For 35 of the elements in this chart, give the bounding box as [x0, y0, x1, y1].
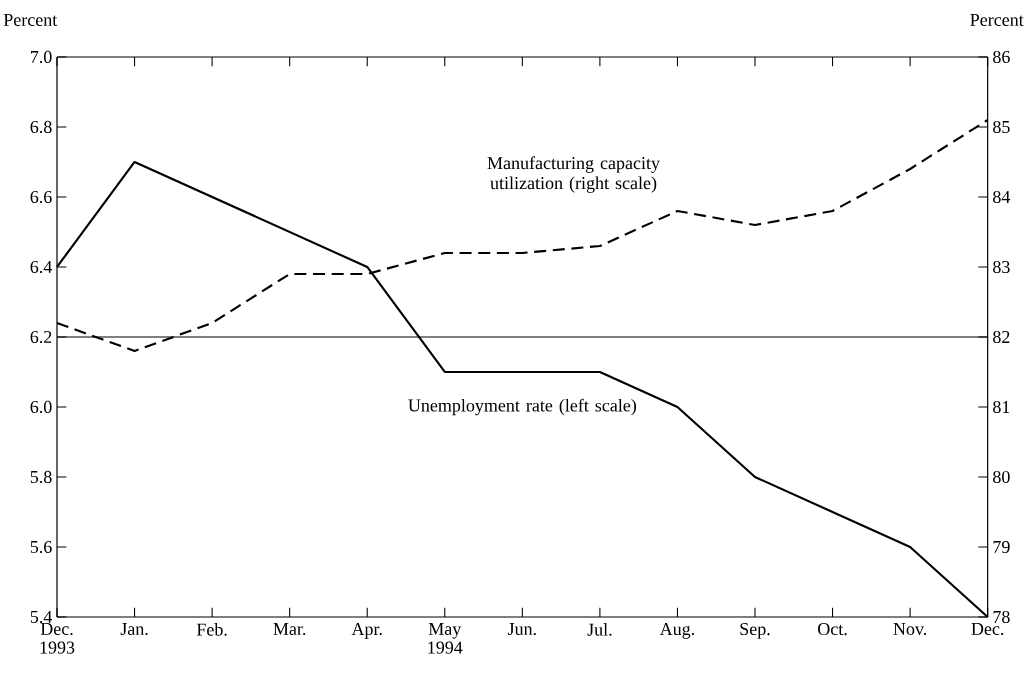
y2-tick-label: 85: [993, 120, 1010, 134]
y2-tick-label: 78: [993, 610, 1010, 624]
x-tick-label: Oct.: [818, 623, 847, 636]
y-tick-label: 6.0: [30, 400, 52, 414]
x-tick-label: Mar.: [273, 623, 306, 636]
y2-tick-label: 86: [993, 50, 1010, 64]
series-label: Unemployment rate (left scale): [408, 398, 637, 416]
x-tick-label: May 1994: [428, 623, 463, 654]
y2-tick-label: 81: [993, 400, 1010, 414]
y-tick-label: 6.4: [30, 260, 53, 274]
y2-tick-label: 79: [993, 540, 1010, 554]
x-tick-label: Jul.: [587, 623, 612, 636]
y-tick-label: 5.4: [30, 610, 53, 624]
series-label: Manufacturing capacity utilization (right scale): [487, 156, 660, 193]
y2-axis-title: Percent: [970, 13, 1024, 26]
x-tick-label: Nov.: [893, 623, 927, 636]
x-tick-label: Dec. 1993: [40, 623, 75, 654]
x-tick-label: Jun.: [507, 623, 536, 636]
x-tick-label: Apr.: [351, 623, 382, 639]
x-tick-label: Feb.: [196, 623, 227, 636]
y2-tick-label: 83: [993, 260, 1010, 274]
y-tick-label: 6.6: [30, 190, 52, 204]
x-tick-label: Sep.: [740, 623, 770, 639]
x-tick-label: Dec.: [971, 623, 1004, 636]
y2-tick-label: 84: [993, 190, 1011, 204]
y-tick-label: 5.6: [30, 540, 52, 554]
x-tick-label: Jan.: [120, 623, 148, 636]
x-tick-label: Aug.: [659, 623, 694, 639]
y-tick-label: 6.8: [30, 120, 52, 134]
y-axis-title: Percent: [3, 13, 58, 26]
y-tick-label: 5.8: [30, 470, 52, 484]
y2-tick-label: 80: [993, 470, 1010, 484]
y-tick-label: 6.2: [30, 330, 52, 344]
y-tick-label: 7.0: [30, 50, 52, 64]
y2-tick-label: 82: [993, 330, 1010, 344]
